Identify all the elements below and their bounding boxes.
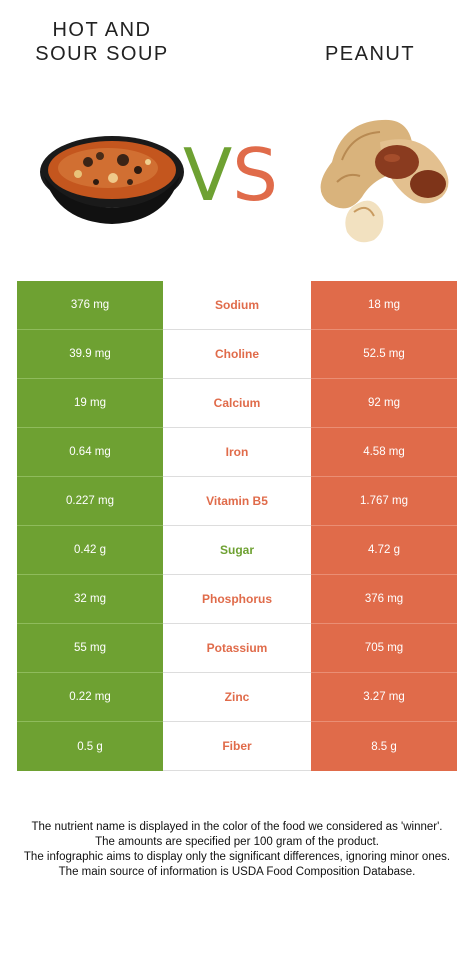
nutrient-name: Phosphorus	[163, 575, 311, 624]
right-value: 18 mg	[311, 281, 457, 330]
table-row: 0.42 g Sugar 4.72 g	[17, 526, 457, 575]
left-value: 39.9 mg	[17, 330, 163, 379]
nutrient-name: Fiber	[163, 722, 311, 771]
right-value: 4.58 mg	[311, 428, 457, 477]
table-row: 0.22 mg Zinc 3.27 mg	[17, 673, 457, 722]
left-value: 0.227 mg	[17, 477, 163, 526]
nutrient-name: Zinc	[163, 673, 311, 722]
table-row: 0.5 g Fiber 8.5 g	[17, 722, 457, 771]
left-value: 0.22 mg	[17, 673, 163, 722]
footnote-3: The infographic aims to display only the…	[23, 851, 451, 863]
left-value: 376 mg	[17, 281, 163, 330]
right-food-title: PEANUT	[324, 43, 416, 65]
left-value: 0.42 g	[17, 526, 163, 575]
footnotes: The nutrient name is displayed in the co…	[14, 820, 460, 880]
nutrient-name: Sugar	[163, 526, 311, 575]
vs-s: S	[232, 133, 278, 217]
table-row: 0.227 mg Vitamin B5 1.767 mg	[17, 477, 457, 526]
footnote-4: The main source of information is USDA F…	[58, 866, 416, 878]
right-value: 705 mg	[311, 624, 457, 673]
left-food-title: HOT AND SOUR SOUP	[35, 19, 169, 65]
right-value: 4.72 g	[311, 526, 457, 575]
right-value: 1.767 mg	[311, 477, 457, 526]
table-row: 19 mg Calcium 92 mg	[17, 379, 457, 428]
peanut-icon	[320, 119, 449, 243]
left-value: 0.5 g	[17, 722, 163, 771]
right-value: 3.27 mg	[311, 673, 457, 722]
table-row: 39.9 mg Choline 52.5 mg	[17, 330, 457, 379]
right-value: 376 mg	[311, 575, 457, 624]
nutrient-name: Vitamin B5	[163, 477, 311, 526]
right-value: 92 mg	[311, 379, 457, 428]
footnote-2: The amounts are specified per 100 gram o…	[95, 836, 379, 848]
table-row: 376 mg Sodium 18 mg	[17, 281, 457, 330]
left-value: 55 mg	[17, 624, 163, 673]
nutrient-name: Calcium	[163, 379, 311, 428]
nutrient-name: Choline	[163, 330, 311, 379]
vs-v: V	[183, 133, 233, 217]
right-value: 52.5 mg	[311, 330, 457, 379]
nutrient-name: Sodium	[163, 281, 311, 330]
table-row: 0.64 mg Iron 4.58 mg	[17, 428, 457, 477]
table-row: 32 mg Phosphorus 376 mg	[17, 575, 457, 624]
nutrient-name: Iron	[163, 428, 311, 477]
table-row: 55 mg Potassium 705 mg	[17, 624, 457, 673]
footnote-1: The nutrient name is displayed in the co…	[31, 821, 443, 833]
comparison-table: 376 mg Sodium 18 mg 39.9 mg Choline 52.5 mg 19…	[17, 281, 457, 771]
nutrient-name: Potassium	[163, 624, 311, 673]
vs-label: VS	[183, 135, 278, 215]
soup-bowl-icon	[40, 136, 184, 224]
left-value: 32 mg	[17, 575, 163, 624]
left-value: 19 mg	[17, 379, 163, 428]
right-value: 8.5 g	[311, 722, 457, 771]
left-value: 0.64 mg	[17, 428, 163, 477]
